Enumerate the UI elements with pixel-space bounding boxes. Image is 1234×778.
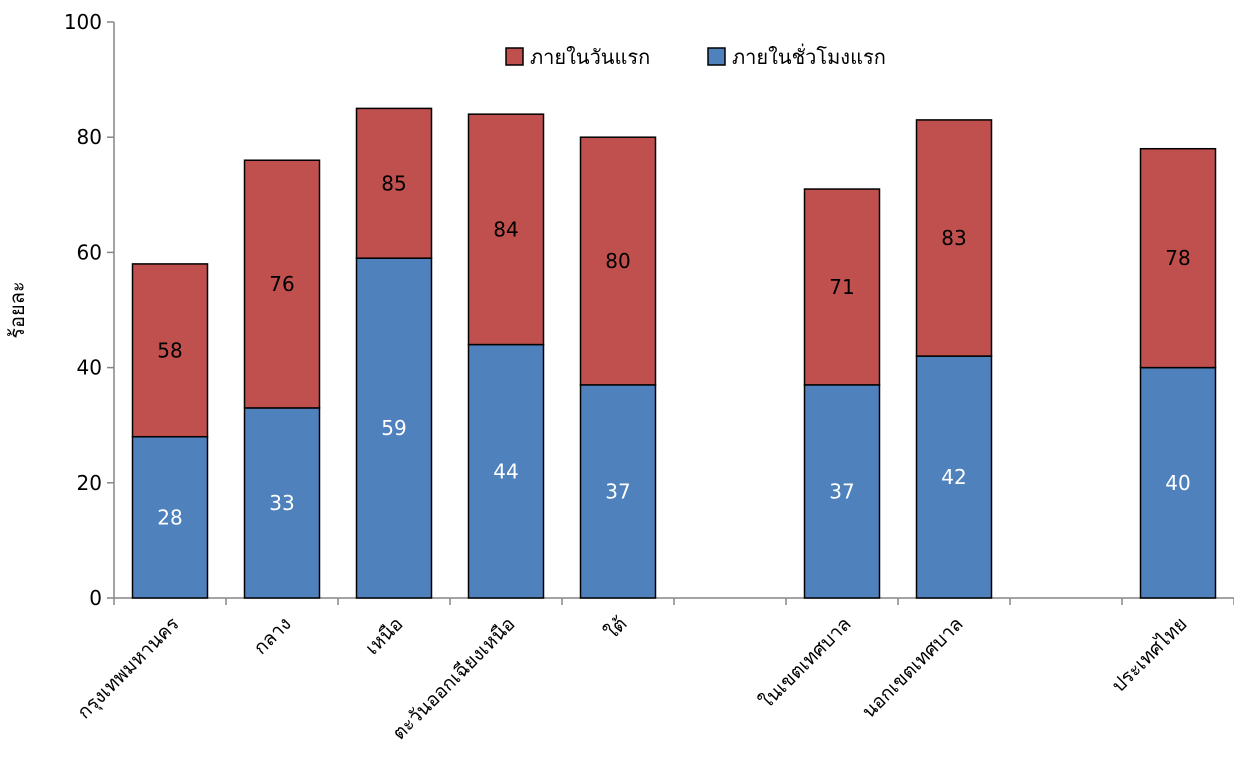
- x-tick-label: เหนือ: [361, 613, 407, 659]
- bar-segment-first-hour: [355, 257, 433, 599]
- y-tick-label: 60: [77, 240, 102, 264]
- data-label-first-day: 84: [493, 217, 518, 241]
- bar-segment-first-day: [467, 113, 545, 346]
- bar-segment-first-day: [915, 119, 993, 357]
- data-label-first-day: 83: [941, 226, 966, 250]
- x-tick-label: ตะวันออกเฉียงเหนือ: [388, 613, 519, 744]
- bars: 28 58 33 76 59 85 44 84 37 80 37 71 42 83 40 78: [131, 107, 1217, 599]
- data-label-first-hour: 40: [1165, 471, 1190, 495]
- data-label-first-hour: 33: [269, 491, 294, 515]
- data-label-first-hour: 28: [157, 505, 182, 529]
- bar-segment-first-day: [131, 263, 209, 438]
- bar-segment-first-day: [1139, 147, 1217, 369]
- y-tick-label: 100: [64, 10, 102, 34]
- bar-segment-first-hour: [915, 355, 993, 599]
- x-tick-label: ใต้: [601, 613, 632, 644]
- x-tick-label: นอกเขตเทศบาล: [858, 613, 968, 723]
- data-label-first-hour: 44: [493, 459, 518, 483]
- bar-segment-first-hour: [803, 384, 881, 599]
- legend-swatch: [707, 47, 726, 66]
- bar-segment-first-day: [355, 107, 433, 259]
- data-label-first-hour: 59: [381, 416, 406, 440]
- y-tick-label: 80: [77, 125, 102, 149]
- bar-segment-first-hour: [579, 384, 657, 599]
- bar-segment-first-hour: [131, 435, 209, 599]
- data-label-first-hour: 42: [941, 465, 966, 489]
- legend-label: ภายในชั่วโมงแรก: [732, 43, 886, 69]
- y-axis-label: ร้อยละ: [5, 281, 29, 338]
- data-label-first-hour: 37: [829, 479, 854, 503]
- legend: ภายในวันแรก ภายในชั่วโมงแรก: [505, 43, 886, 69]
- x-tick-label: ในเขตเทศบาล: [755, 613, 855, 713]
- data-label-first-day: 71: [829, 275, 854, 299]
- y-tick-label: 20: [77, 471, 102, 495]
- y-tick-label: 40: [77, 356, 102, 380]
- data-label-first-day: 85: [381, 171, 406, 195]
- data-label-first-day: 76: [269, 272, 294, 296]
- data-label-first-day: 80: [605, 249, 630, 273]
- x-tick-label: ประเทศไทย: [1108, 613, 1192, 697]
- data-label-first-day: 58: [157, 338, 182, 362]
- y-tick-label: 0: [89, 586, 102, 610]
- bar-segment-first-day: [243, 159, 321, 409]
- data-label-first-day: 78: [1165, 246, 1190, 270]
- bar-segment-first-hour: [467, 343, 545, 599]
- x-tick-label: กรุงเทพมหานคร: [73, 613, 184, 724]
- bar-segment-first-day: [579, 136, 657, 386]
- data-label-first-hour: 37: [605, 479, 630, 503]
- x-tick-label: กลาง: [250, 613, 296, 659]
- bar-segment-first-day: [803, 188, 881, 386]
- legend-label: ภายในวันแรก: [530, 45, 650, 69]
- legend-swatch: [505, 47, 524, 66]
